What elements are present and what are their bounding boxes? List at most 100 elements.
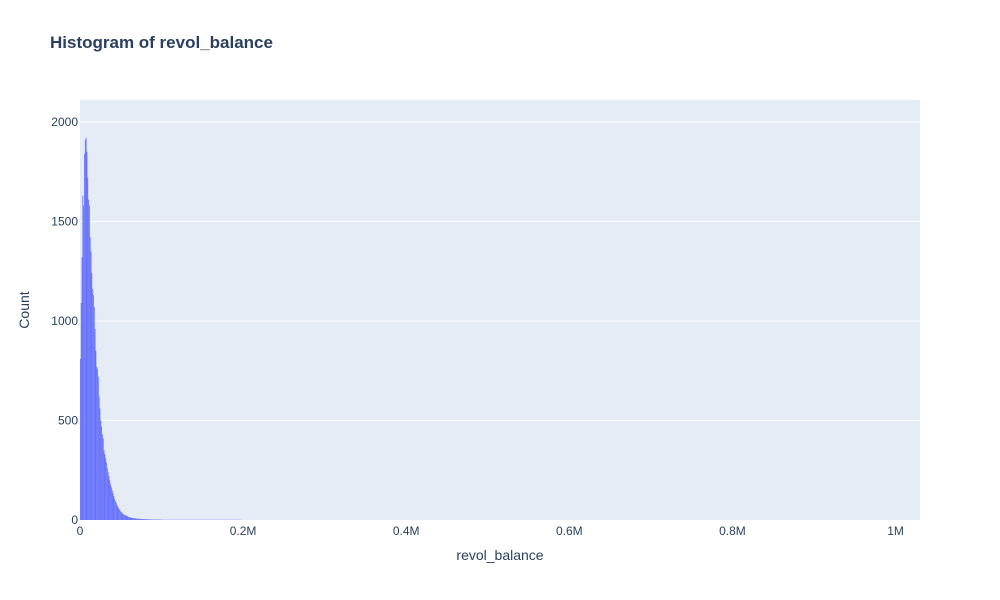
x-tick-label: 0.8M <box>719 524 746 538</box>
histogram-bar <box>120 512 122 520</box>
histogram-bar <box>136 518 138 520</box>
histogram-bar <box>128 516 129 520</box>
y-tick-label: 2000 <box>51 115 78 129</box>
histogram-bar <box>124 514 125 520</box>
histogram-bar <box>147 519 149 520</box>
x-tick-label: 0.4M <box>393 524 420 538</box>
histogram-bar <box>128 517 130 520</box>
histogram-bar <box>82 195 84 520</box>
x-tick-label: 0 <box>77 524 84 538</box>
histogram-bar <box>131 517 133 520</box>
histogram-bar <box>133 518 134 520</box>
histogram-bar <box>115 503 117 520</box>
histogram-bar <box>114 499 116 520</box>
histogram-bar <box>137 518 138 520</box>
histogram-bar <box>135 518 137 520</box>
histogram-bar <box>146 519 147 520</box>
histogram-bar <box>90 251 92 521</box>
histogram-bar <box>109 480 111 520</box>
histogram-bar <box>110 487 112 520</box>
histogram-bar <box>80 358 81 520</box>
histogram-bar <box>112 493 114 520</box>
histogram-bar <box>144 519 146 520</box>
histogram-bar <box>116 505 118 520</box>
histogram-bar <box>111 490 113 520</box>
histogram-bar <box>141 519 142 520</box>
histogram-bar <box>99 408 101 520</box>
histogram-bar <box>84 139 86 520</box>
histogram-bar <box>140 519 142 520</box>
histogram-bar <box>86 151 88 521</box>
y-tick-label: 500 <box>58 413 78 427</box>
histogram-bar <box>134 518 136 520</box>
histogram-bar <box>132 518 134 520</box>
histogram-bar <box>117 506 119 520</box>
histogram-bar <box>142 519 144 520</box>
histogram-bar <box>94 328 96 520</box>
histogram-bar <box>108 476 110 520</box>
histogram-bar <box>125 515 127 520</box>
histogram-bar <box>130 517 132 520</box>
y-axis-ticks: 0 500 1000 1500 2000 <box>51 115 78 527</box>
histogram-bar <box>119 509 120 520</box>
histogram-bar <box>93 295 94 520</box>
histogram-bar <box>129 517 131 520</box>
histogram-bar <box>105 458 107 520</box>
histogram-bar <box>100 420 102 520</box>
histogram-bar <box>97 376 99 520</box>
histogram-bar <box>83 205 85 521</box>
x-tick-label: 0.6M <box>556 524 583 538</box>
gridlines <box>80 121 920 421</box>
histogram-bar <box>87 177 89 521</box>
histogram-bar <box>88 199 89 520</box>
histogram-bar <box>89 237 91 520</box>
histogram-bar <box>91 273 93 520</box>
x-tick-label: 1M <box>887 524 904 538</box>
histogram-bar <box>133 518 135 520</box>
plot-area <box>80 100 920 520</box>
histogram-bar <box>84 153 85 520</box>
histogram-bar <box>92 289 94 520</box>
histogram-bar <box>96 366 98 520</box>
histogram-bar <box>101 426 103 520</box>
histogram-bar <box>106 462 107 520</box>
x-axis-ticks: 0 0.2M 0.4M 0.6M 0.8M 1M <box>77 524 904 538</box>
histogram-bar <box>107 472 109 520</box>
histogram-bar <box>85 137 87 521</box>
histogram-bar <box>81 257 83 520</box>
histogram-bar <box>113 496 115 520</box>
histogram-bar <box>150 519 151 520</box>
histogram-bar <box>143 519 145 520</box>
histogram-bar <box>126 516 128 520</box>
histogram-bar <box>119 510 121 520</box>
histogram-bar <box>149 519 151 520</box>
histogram-bar <box>137 518 139 520</box>
histogram-bar <box>146 519 148 520</box>
histogram-bar <box>115 501 116 520</box>
histogram-bar <box>95 350 97 520</box>
histogram-bar <box>102 438 104 520</box>
histogram-bar <box>88 205 90 521</box>
histogram-bar <box>127 516 129 520</box>
y-tick-label: 1000 <box>51 314 78 328</box>
histogram-bar <box>98 396 100 520</box>
histogram-bar <box>103 450 105 520</box>
histogram-bar <box>148 519 150 520</box>
y-tick-label: 0 <box>71 513 78 527</box>
histogram-bar <box>150 519 152 520</box>
histogram-bar <box>104 454 106 520</box>
histogram-bar <box>121 512 123 520</box>
histogram-bar <box>141 519 143 520</box>
histogram-bar <box>123 514 125 520</box>
histogram-bar <box>124 515 126 520</box>
x-axis-title: revol_balance <box>456 547 543 563</box>
y-axis-title: Count <box>16 291 32 328</box>
y-tick-label: 1500 <box>51 214 78 228</box>
histogram-bar <box>102 434 103 520</box>
histogram-bar <box>106 468 108 520</box>
histogram-bar <box>145 519 147 520</box>
histogram-bars <box>80 137 242 521</box>
x-tick-label: 0.2M <box>230 524 257 538</box>
histogram-bar <box>122 513 124 520</box>
histogram-bar <box>97 368 98 520</box>
